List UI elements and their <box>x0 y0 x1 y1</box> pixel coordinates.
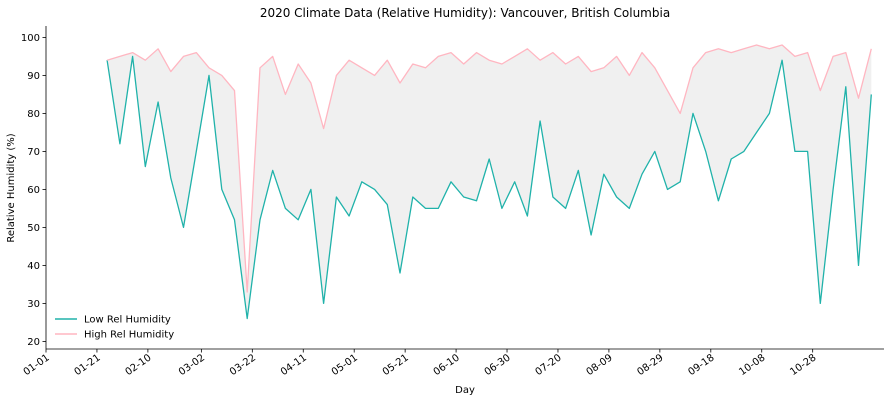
x-tick-label: 09-18 <box>686 352 716 378</box>
x-axis-label: Day <box>455 385 475 396</box>
x-tick-label: 10-08 <box>737 352 767 378</box>
series-line-high <box>106 44 872 293</box>
x-tick-label: 03-02 <box>177 352 207 378</box>
y-tick-label: 60 <box>27 185 40 196</box>
y-tick-label: 90 <box>27 71 40 82</box>
y-tick-label: 80 <box>27 109 40 120</box>
y-axis-label: Relative Humidity (%) <box>6 133 17 242</box>
fill-between-area <box>107 45 872 319</box>
x-tick-label: 01-01 <box>22 352 52 378</box>
x-tick-label: 01-21 <box>73 352 103 378</box>
legend-label-high: High Rel Humidity <box>84 330 174 341</box>
series-line-low <box>106 55 872 320</box>
y-tick-label: 50 <box>27 223 40 234</box>
x-tick-label: 06-10 <box>432 352 462 378</box>
legend-label-low: Low Rel Humidity <box>84 315 171 326</box>
x-tick-label: 08-09 <box>585 352 615 378</box>
x-tick-label: 05-21 <box>381 352 411 378</box>
x-tick-label: 06-30 <box>483 352 513 378</box>
x-tick-label: 02-10 <box>123 352 153 378</box>
x-tick-label: 07-20 <box>534 352 564 378</box>
plot-area <box>106 44 872 320</box>
x-tick-label: 08-29 <box>635 352 665 378</box>
legend: Low Rel Humidity High Rel Humidity <box>55 315 174 341</box>
y-tick-label: 30 <box>27 299 40 310</box>
y-tick-label: 20 <box>27 337 40 348</box>
x-tick-label: 05-01 <box>330 352 360 378</box>
x-tick-label: 10-28 <box>788 352 818 378</box>
y-tick-label: 70 <box>27 147 40 158</box>
y-tick-label: 100 <box>21 33 40 44</box>
y-tick-label: 40 <box>27 261 40 272</box>
chart-title: 2020 Climate Data (Relative Humidity): V… <box>260 6 670 20</box>
x-tick-label: 04-11 <box>279 352 309 378</box>
x-tick-label: 03-22 <box>228 352 258 378</box>
